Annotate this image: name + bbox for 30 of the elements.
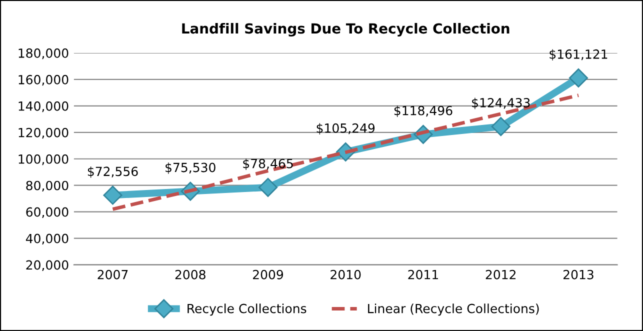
data-label: $105,249	[316, 123, 375, 134]
y-tick-label: 120,000	[18, 128, 68, 139]
data-label: $161,121	[550, 49, 608, 61]
legend-label: Linear (Recycle Collections)	[368, 304, 539, 316]
x-tick-label: 2008	[175, 270, 206, 280]
x-tick-label: 2011	[408, 270, 438, 280]
x-tick-label: 2013	[563, 270, 594, 280]
y-tick-label: 80,000	[26, 180, 68, 192]
point	[103, 186, 122, 205]
data-label: $78,465	[243, 158, 293, 170]
point	[568, 68, 588, 88]
y-tick-label: 40,000	[26, 234, 68, 245]
point	[491, 116, 510, 136]
data-label: $75,530	[166, 162, 216, 174]
point	[258, 178, 278, 197]
legend-label: Recycle Collections	[188, 304, 306, 316]
x-tick-label: 2012	[486, 270, 516, 280]
y-tick-label: 100,000	[18, 154, 68, 166]
chart-title: Landfill Savings Due To Recycle Collection	[182, 22, 510, 37]
y-tick-label: 140,000	[18, 101, 68, 112]
x-tick-label: 2009	[253, 270, 284, 280]
y-tick-label: 180,000	[18, 48, 68, 60]
x-tick-label: 2007	[98, 270, 128, 280]
data-label: $118,496	[394, 106, 452, 117]
data-label: $124,433	[472, 98, 530, 110]
x-tick-label: 2010	[330, 270, 361, 280]
y-tick-label: 60,000	[26, 207, 68, 218]
data-label: $72,556	[88, 166, 138, 178]
y-tick-label: 160,000	[18, 74, 68, 86]
y-tick-label: 20,000	[26, 260, 68, 271]
